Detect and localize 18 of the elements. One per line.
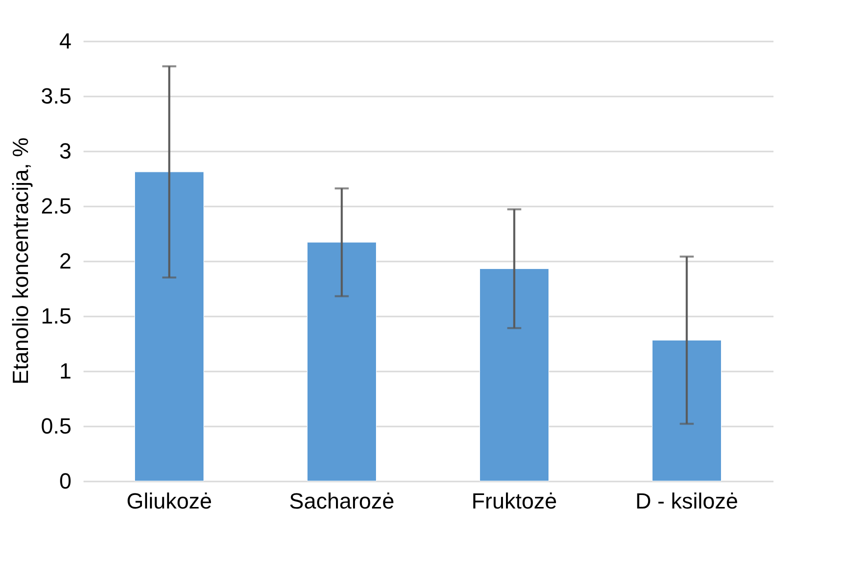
y-axis-title: Etanolio koncentracija, % — [8, 137, 33, 385]
x-tick-label: D - ksilozė — [635, 488, 738, 514]
x-tick-label: Sacharozė — [289, 488, 394, 514]
y-tick-label: 0 — [59, 468, 72, 494]
y-tick-label: 3 — [59, 138, 72, 164]
y-tick-label: 2.5 — [40, 194, 72, 218]
y-tick-label: 4 — [59, 28, 72, 54]
y-tick-label: 2 — [59, 248, 72, 274]
y-tick-label: 0.5 — [40, 414, 72, 438]
y-tick-label: 1.5 — [40, 304, 72, 328]
y-tick-label: 3.5 — [40, 84, 72, 108]
bar — [480, 268, 549, 482]
x-tick-label: Fruktozė — [471, 488, 558, 514]
y-tick-label: 1 — [59, 358, 72, 384]
bar — [307, 242, 376, 482]
bar — [652, 340, 722, 482]
bar — [134, 172, 204, 482]
x-tick-label: Gliukozė — [126, 488, 212, 514]
